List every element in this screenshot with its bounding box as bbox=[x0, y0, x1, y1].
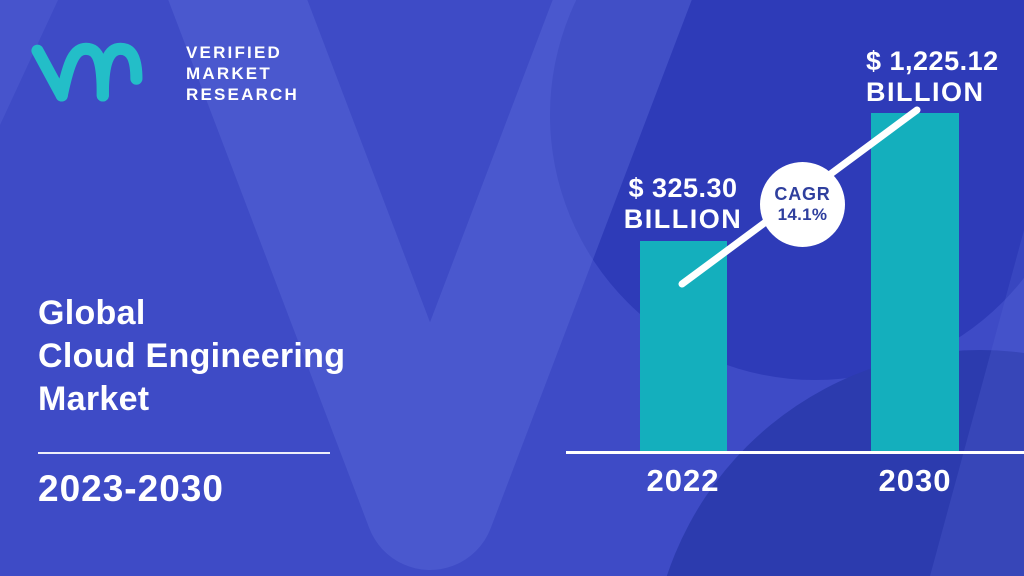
value-2022: $ 325.30 bbox=[628, 173, 738, 203]
cagr-value: 14.1% bbox=[777, 205, 828, 224]
value-2030: $ 1,225.12 bbox=[866, 46, 999, 76]
value-label-2030: $ 1,225.12 BILLION bbox=[866, 46, 999, 108]
brand-logo: VERIFIED MARKET RESEARCH bbox=[30, 36, 299, 112]
title-market-word: Market bbox=[38, 380, 150, 418]
value-label-2022: $ 325.30 BILLION bbox=[603, 173, 763, 235]
cagr-label: CAGR bbox=[774, 184, 831, 204]
cagr-badge: CAGR 14.1% bbox=[760, 162, 845, 247]
brand-line: MARKET bbox=[186, 64, 272, 83]
brand-name: VERIFIED MARKET RESEARCH bbox=[186, 42, 299, 105]
unit-2022: BILLION bbox=[623, 204, 743, 234]
vmr-monogram-icon bbox=[31, 42, 143, 102]
corner-accent bbox=[0, 0, 58, 125]
title-market-name: Cloud Engineering bbox=[38, 337, 346, 375]
year-tick-2030: 2030 bbox=[878, 463, 952, 498]
right-edge-accent bbox=[930, 230, 1024, 576]
forecast-period: 2023-2030 bbox=[38, 468, 224, 509]
year-tick-2022: 2022 bbox=[646, 463, 720, 498]
title-divider bbox=[38, 452, 330, 454]
brand-line: VERIFIED bbox=[186, 43, 283, 62]
brand-line: RESEARCH bbox=[186, 85, 300, 104]
bar-2030 bbox=[871, 113, 959, 453]
x-axis-line bbox=[566, 451, 1024, 454]
bar-2022 bbox=[640, 241, 727, 453]
title-scope: Global bbox=[38, 294, 146, 332]
report-title: Global Cloud Engineering Market bbox=[38, 292, 345, 421]
v-watermark bbox=[168, 0, 692, 570]
unit-2030: BILLION bbox=[866, 77, 985, 107]
